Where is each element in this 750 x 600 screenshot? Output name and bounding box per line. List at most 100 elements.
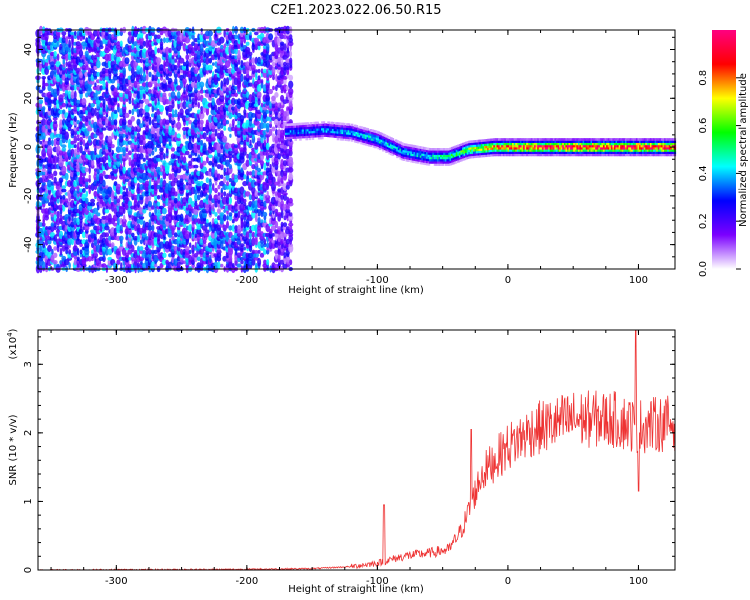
noise-cell (223, 77, 227, 85)
noise-cell (217, 192, 221, 196)
noise-cell (174, 77, 178, 85)
noise-cell (56, 137, 61, 142)
noise-cell (131, 97, 134, 106)
noise-cell (118, 205, 124, 210)
noise-cell (148, 71, 152, 78)
noise-cell (101, 218, 107, 225)
noise-cell (254, 213, 258, 223)
noise-cell (160, 177, 163, 183)
noise-cell (119, 217, 123, 225)
noise-cell (124, 228, 130, 235)
noise-cell (81, 64, 86, 71)
spectrogram-cells (35, 25, 677, 274)
noise-cell (222, 135, 228, 143)
noise-cell (116, 202, 121, 207)
noise-cell (116, 41, 121, 47)
noise-cell (223, 191, 227, 197)
noise-cell (96, 154, 101, 159)
noise-cell (199, 81, 205, 88)
noise-cell (105, 215, 109, 221)
noise-cell (96, 59, 101, 69)
noise-cell (202, 142, 207, 150)
noise-cell (79, 253, 83, 258)
noise-cell (101, 215, 107, 220)
noise-cell (65, 89, 69, 94)
noise-cell (289, 259, 293, 266)
noise-cell (108, 116, 112, 122)
noise-cell (119, 71, 124, 78)
noise-cell (211, 183, 215, 192)
noise-cell (228, 212, 233, 217)
noise-cell (81, 98, 87, 106)
noise-cell (101, 67, 107, 75)
noise-cell (257, 216, 261, 226)
noise-cell (185, 150, 190, 156)
noise-cell (263, 139, 267, 146)
noise-cell (73, 105, 78, 112)
noise-cell (163, 153, 166, 160)
noise-cell (76, 171, 80, 176)
noise-cell (79, 243, 83, 248)
noise-cell (229, 133, 232, 138)
noise-cell (202, 160, 207, 166)
noise-cell (119, 30, 124, 37)
noise-cell (125, 147, 129, 152)
noise-cell (61, 188, 67, 193)
noise-cell (125, 252, 129, 259)
noise-cell (239, 243, 245, 248)
noise-cell (47, 139, 52, 146)
noise-cell (174, 109, 178, 115)
noise-cell (108, 239, 112, 244)
noise-cell (74, 31, 77, 36)
noise-cell (47, 41, 52, 46)
noise-cell (73, 259, 77, 266)
noise-cell (78, 61, 84, 67)
noise-cell (265, 43, 270, 51)
noise-cell (193, 164, 199, 169)
noise-cell (167, 113, 173, 118)
noise-cell (48, 137, 51, 142)
noise-cell (228, 197, 232, 205)
noise-cell (96, 238, 100, 245)
noise-cell (176, 121, 182, 130)
noise-cell (108, 235, 112, 241)
noise-cell (157, 201, 161, 207)
noise-cell (249, 31, 252, 36)
noise-cell (85, 239, 89, 245)
noise-cell (99, 85, 103, 91)
noise-cell (85, 115, 89, 123)
noise-cell (82, 188, 86, 193)
noise-cell (50, 181, 55, 186)
noise-cell (66, 123, 73, 128)
noise-cell (56, 139, 61, 146)
noise-cell (41, 181, 46, 186)
noise-cell (188, 249, 192, 254)
noise-cell (97, 186, 100, 195)
noise-cell (90, 159, 95, 167)
noise-cell (70, 108, 75, 116)
noise-cell (110, 236, 115, 241)
noise-cell (134, 136, 138, 143)
noise-cell (249, 139, 252, 146)
noise-cell (61, 37, 67, 44)
noise-cell (125, 187, 129, 194)
noise-cell (148, 89, 152, 94)
noise-cell (88, 135, 92, 144)
noise-cell (128, 256, 132, 261)
noise-cell (288, 156, 294, 163)
noise-cell (162, 92, 167, 98)
noise-cell (260, 102, 264, 108)
noise-cell (282, 192, 288, 196)
noise-cell (59, 247, 63, 256)
noise-cell (125, 152, 129, 160)
noise-cell (125, 125, 129, 133)
noise-cell (127, 190, 133, 198)
noise-cell (257, 257, 262, 267)
noise-cell (162, 252, 167, 258)
noise-cell (88, 177, 91, 183)
noise-cell (229, 123, 232, 128)
noise-cell (112, 75, 119, 81)
noise-cell (182, 77, 187, 85)
noise-cell (127, 227, 132, 235)
noise-cell (99, 244, 103, 253)
